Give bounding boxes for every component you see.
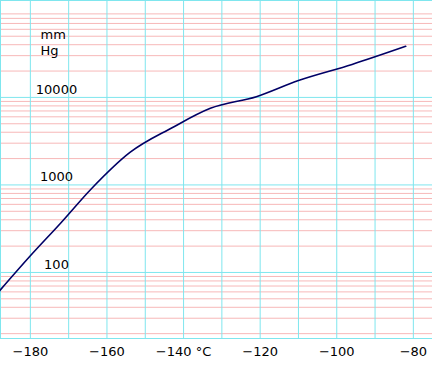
svg-text:−180: −180 <box>13 344 49 359</box>
svg-text:−120: −120 <box>242 344 278 359</box>
svg-text:−140 °C: −140 °C <box>156 344 211 359</box>
svg-text:100: 100 <box>44 257 69 272</box>
svg-text:mmHg: mmHg <box>41 26 66 58</box>
svg-text:−100: −100 <box>319 344 355 359</box>
svg-text:1000: 1000 <box>40 169 73 184</box>
svg-text:−160: −160 <box>89 344 125 359</box>
svg-text:−80: −80 <box>400 344 427 359</box>
svg-text:10000: 10000 <box>36 82 77 97</box>
